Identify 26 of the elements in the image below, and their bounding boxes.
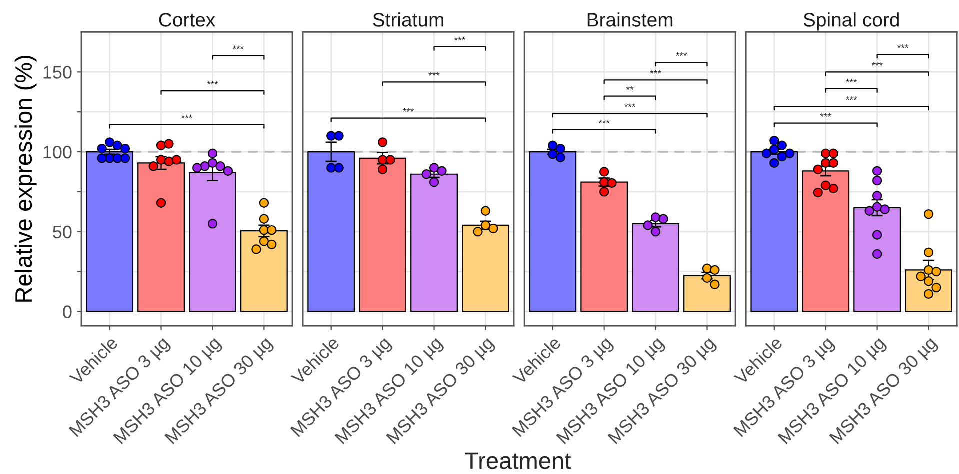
- annotation: ***: [846, 96, 858, 100]
- annotation: ***: [181, 114, 193, 118]
- annotation: ***: [872, 62, 883, 66]
- annotation: ***: [676, 52, 688, 56]
- y-tick-label: 100: [44, 146, 72, 159]
- annotation: ***: [650, 70, 662, 74]
- annotation: ***: [207, 81, 218, 85]
- annotation: ***: [598, 120, 610, 124]
- annotation: ***: [232, 46, 244, 50]
- chart-title: Spinal cord: [804, 12, 899, 31]
- annotation: ***: [428, 72, 440, 76]
- annotation: ***: [454, 37, 466, 40]
- annotation: **: [626, 86, 634, 90]
- chart-title: Cortex: [159, 13, 216, 27]
- annotation: ***: [403, 108, 414, 112]
- y-tick-label: 50: [53, 226, 72, 239]
- annotation: ***: [898, 44, 909, 48]
- text: Treatment: [465, 452, 572, 470]
- annotation: ***: [820, 113, 832, 117]
- y-axis-title: Relative expression (%): [14, 56, 37, 302]
- y-tick-label: 0: [63, 306, 72, 318]
- y-tick-label: 150: [44, 66, 72, 79]
- chart-title: Striatum: [373, 12, 444, 27]
- annotation: ***: [624, 104, 636, 108]
- annotation: ***: [846, 79, 858, 82]
- chart-title: Brainstem: [588, 12, 673, 27]
